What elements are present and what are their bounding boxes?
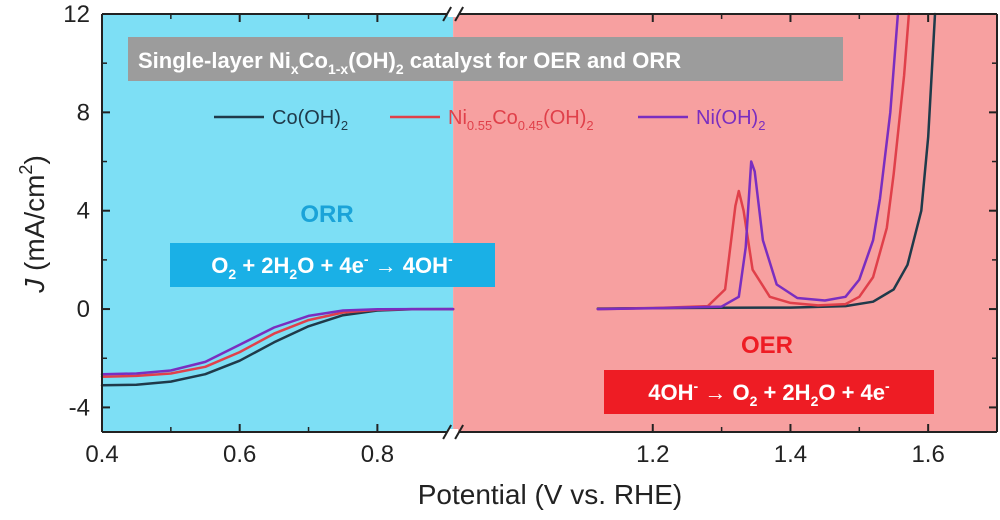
x-tick-label: 0.6 [223,441,256,468]
chart-title: Single-layer NixCo1-x(OH)2 catalyst for … [138,48,681,77]
legend-label-niOH2: Ni(OH)2 [696,107,765,133]
ticks: 0.4 0.6 0.8 1.2 1.4 1.6 -4 0 4 8 12 [63,1,997,468]
axis-break-gap [448,11,459,17]
y-tick-label: 12 [63,1,90,28]
axis-break-mark [442,424,452,440]
x-tick-label: 1.6 [911,441,944,468]
axis-break-gap [448,429,459,435]
region-oer [453,14,998,432]
y-axis-title: J (mA/cm2) [16,155,50,294]
series-2-orr-line [100,307,455,376]
y-tick-label: -4 [69,394,90,421]
legend-label-nico: Ni0.55Co0.45(OH)2 [448,107,594,133]
x-tick-label: 0.8 [361,441,394,468]
orr-equation: O2 + 2H2O + 4e- → 4OH- [211,251,453,282]
orr-equation-box [170,243,495,287]
region-orr [102,14,454,432]
axis-break-mark [454,424,464,440]
series-2-oer-line [596,12,900,311]
series-1-oer-line [596,12,911,311]
oer-equation: 4OH- → O2 + 2H2O + 4e- [648,378,890,409]
oer-label: OER [741,332,793,359]
y-tick-label: 8 [77,99,90,126]
oer-equation-box [604,370,934,414]
axes [101,6,998,440]
legend-label-coOH2: Co(OH)2 [272,107,348,133]
x-tick-label: 1.2 [636,441,669,468]
title-banner [128,37,843,81]
x-tick-label: 1.4 [774,441,807,468]
x-tick-label: 0.4 [85,441,118,468]
y-tick-label: 4 [77,198,90,225]
series-layer [100,12,937,387]
legend: Co(OH)2 Ni0.55Co0.45(OH)2 Ni(OH)2 [214,107,765,133]
background-regions [102,14,998,432]
axis-break-mark [442,6,452,22]
y-tick-label: 0 [77,296,90,323]
axis-break-mark [454,6,464,22]
x-axis-title: Potential (V vs. RHE) [418,479,683,510]
orr-label: ORR [300,201,353,228]
